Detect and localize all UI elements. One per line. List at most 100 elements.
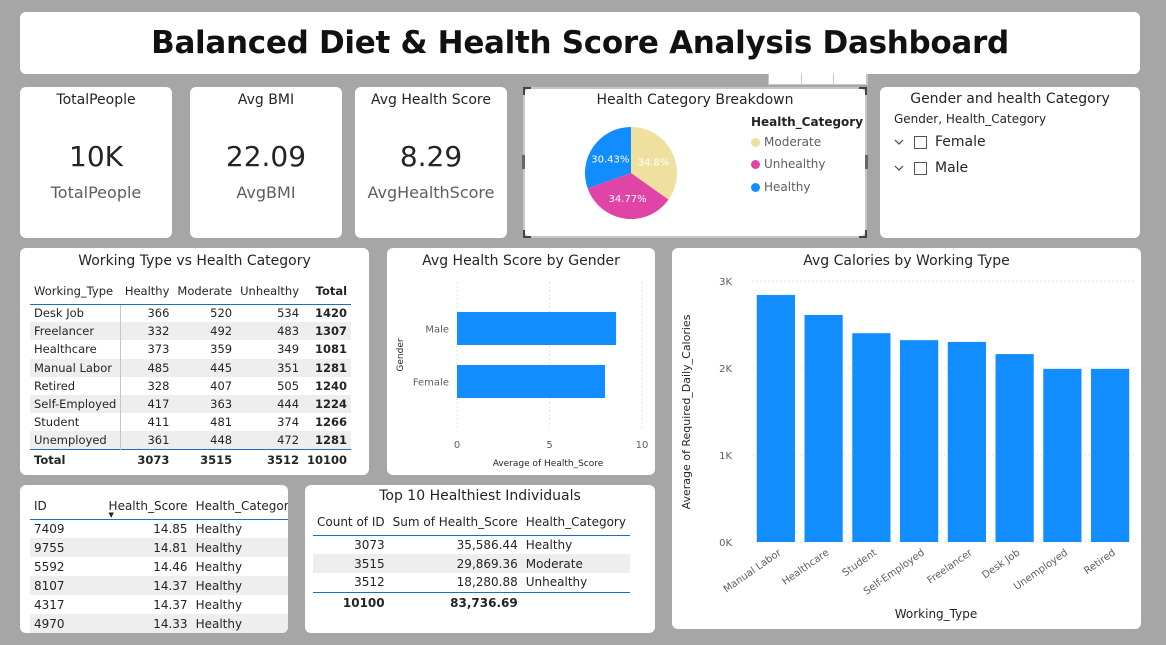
checkbox[interactable] — [914, 161, 927, 175]
gender-bar-card[interactable]: Avg Health Score by Gender 0 5 10 Male Femal… — [387, 248, 655, 475]
matrix-cell: 359 — [210, 342, 233, 357]
gender-health-slicer[interactable]: Gender and health Category Gender, Healt… — [880, 87, 1140, 238]
matrix-cell: 1081 — [315, 342, 348, 357]
calories-bar[interactable] — [1043, 368, 1082, 542]
pie-slice-unhealthy[interactable] — [587, 173, 669, 219]
y-tick-label: Male — [425, 325, 449, 336]
list-cell: Healthy — [191, 614, 288, 633]
matrix-column-header[interactable]: Unhealthy — [236, 278, 304, 305]
working-type-matrix[interactable]: Working_Type Healthy Moderate Unhealthy Tota… — [30, 278, 352, 470]
kpi-avg-health-score[interactable]: Avg Health Score 8.29 AvgHealthScore — [355, 87, 507, 238]
legend-item-moderate[interactable]: Moderate — [751, 135, 821, 149]
matrix-cell: Self-Employed — [30, 394, 122, 414]
kpi-title: TotalPeople — [56, 92, 136, 108]
more-options-icon[interactable] — [834, 74, 868, 84]
matrix-column-header[interactable]: Moderate — [173, 278, 237, 305]
top-healthiest-card[interactable]: Top 10 Healthiest Individuals Count of I… — [305, 485, 655, 633]
sort-descending-icon[interactable]: ▼ — [108, 510, 114, 519]
pin-icon[interactable] — [769, 74, 802, 84]
individual-table[interactable]: ID Health_Score ▼ Health_Category 7409 14.85 H… — [30, 493, 288, 633]
calories-bar[interactable] — [756, 294, 795, 542]
visual-header-toolbar[interactable] — [768, 74, 868, 85]
calories-bar-card[interactable]: Avg Calories by Working Type 0K 1K 2K 3K Man… — [672, 248, 1141, 629]
summary-table[interactable]: Count of ID Sum of Health_Score Health_Cat… — [313, 509, 630, 614]
kpi-avg-bmi[interactable]: Avg BMI 22.09 AvgBMI — [190, 87, 342, 238]
list-row[interactable]: 5592 14.46 Healthy — [30, 557, 288, 576]
list-column-header[interactable]: ID — [30, 493, 85, 520]
list-column-header[interactable]: Health_Category — [191, 493, 288, 520]
slicer-item-female[interactable]: Female — [894, 134, 986, 150]
dashboard-title: Balanced Diet & Health Score Analysis Da… — [151, 25, 1009, 61]
focus-mode-icon[interactable] — [802, 74, 835, 84]
y-tick-label: 3K — [719, 277, 732, 288]
summary-row[interactable]: 3515 29,869.36 Moderate — [313, 554, 630, 573]
matrix-cell: Retired — [30, 376, 122, 395]
matrix-cell: 328 — [147, 378, 170, 393]
chevron-down-icon[interactable] — [894, 137, 904, 147]
health-category-pie-card[interactable]: Health Category Breakdown 34.8% 34.77% 30.… — [522, 87, 868, 238]
list-row[interactable]: 8107 14.37 Healthy — [30, 576, 288, 595]
matrix-row[interactable]: Freelancer 332 492 483 1307 — [30, 322, 352, 341]
working-type-matrix-card[interactable]: Working Type vs Health Category Working_… — [20, 248, 369, 475]
matrix-cell: 351 — [236, 358, 304, 377]
pie-data-label: 30.43% — [591, 154, 629, 165]
calories-bar[interactable] — [995, 354, 1034, 542]
y-axis-title: Gender — [396, 338, 406, 371]
summary-column-header[interactable]: Sum of Health_Score — [388, 509, 522, 536]
legend-item-unhealthy[interactable]: Unhealthy — [751, 157, 825, 171]
list-row[interactable]: 4317 14.37 Healthy — [30, 595, 288, 614]
matrix-cell: 363 — [173, 394, 237, 414]
list-row[interactable]: 9755 14.81 Healthy — [30, 538, 288, 557]
title-card: Balanced Diet & Health Score Analysis Da… — [20, 12, 1140, 74]
list-column-header[interactable]: Health_Score ▼ — [84, 493, 192, 520]
matrix-cell: 366 — [147, 306, 170, 321]
pie-slice-moderate[interactable] — [631, 127, 677, 200]
matrix-cell: 448 — [173, 431, 237, 450]
gender-bar-chart[interactable]: 0 5 10 Male Female Average of Health_Score Gen… — [387, 274, 655, 474]
list-cell: 9755 — [30, 538, 85, 557]
matrix-row[interactable]: Retired 328 407 505 1240 — [30, 376, 351, 395]
slicer-item-label: Male — [935, 160, 969, 176]
matrix-row[interactable]: Healthcare 373 359 349 1081 — [30, 340, 351, 359]
list-row[interactable]: 7409 14.85 Healthy — [30, 519, 288, 538]
matrix-column-header[interactable]: Healthy — [120, 278, 174, 305]
chevron-down-icon[interactable] — [894, 163, 904, 173]
calories-bar[interactable] — [947, 341, 986, 542]
calories-bar[interactable] — [1091, 368, 1130, 542]
summary-row[interactable]: 3512 18,280.88 Unhealthy — [313, 573, 630, 592]
list-row[interactable]: 4970 14.33 Healthy — [30, 614, 288, 633]
summary-header-row: Count of ID Sum of Health_Score Health_Cat… — [313, 509, 630, 536]
calories-bar[interactable] — [852, 333, 891, 542]
summary-column-header[interactable]: Health_Category — [521, 509, 630, 536]
legend-item-healthy[interactable]: Healthy — [751, 180, 811, 194]
x-tick-label: Healthcare — [780, 547, 831, 587]
pie-chart[interactable]: 34.8% 34.77% 30.43% — [585, 115, 705, 225]
matrix-row[interactable]: Desk Job 366 520 534 1420 — [30, 304, 351, 323]
calories-bar[interactable] — [900, 340, 939, 542]
summary-cell: 3512 — [354, 575, 385, 590]
checkbox[interactable] — [914, 135, 927, 149]
matrix-row[interactable]: Manual Labor 485 445 351 1281 — [30, 358, 352, 377]
matrix-row[interactable]: Self-Employed 417 363 444 1224 — [30, 394, 352, 414]
calories-bar[interactable] — [804, 314, 843, 542]
kpi-total-people[interactable]: TotalPeople 10K TotalPeople — [20, 87, 172, 238]
slicer-item-male[interactable]: Male — [894, 160, 968, 176]
summary-column-header[interactable]: Count of ID — [313, 509, 389, 536]
kpi-label: AvgHealthScore — [367, 183, 495, 202]
matrix-row[interactable]: Unemployed 361 448 472 1281 — [30, 431, 352, 450]
matrix-cell: Manual Labor — [30, 358, 122, 377]
matrix-column-header[interactable]: Working_Type — [30, 278, 121, 305]
list-cell: 7409 — [34, 521, 65, 536]
gender-bar-female[interactable] — [457, 365, 605, 398]
individual-list-card[interactable]: ID Health_Score ▼ Health_Category 7409 14.85 H… — [20, 485, 288, 633]
matrix-cell: 411 — [147, 415, 170, 430]
resize-handle-icon[interactable] — [865, 155, 868, 169]
gender-bar-male[interactable] — [457, 312, 617, 345]
matrix-column-header[interactable]: Total — [303, 278, 352, 305]
matrix-row[interactable]: Student 411 481 374 1266 — [30, 413, 351, 432]
resize-handle-icon[interactable] — [522, 155, 525, 169]
pie-slice-healthy[interactable] — [585, 127, 631, 189]
summary-row[interactable]: 3073 35,586.44 Healthy — [313, 535, 630, 554]
list-cell: 4317 — [34, 597, 65, 612]
